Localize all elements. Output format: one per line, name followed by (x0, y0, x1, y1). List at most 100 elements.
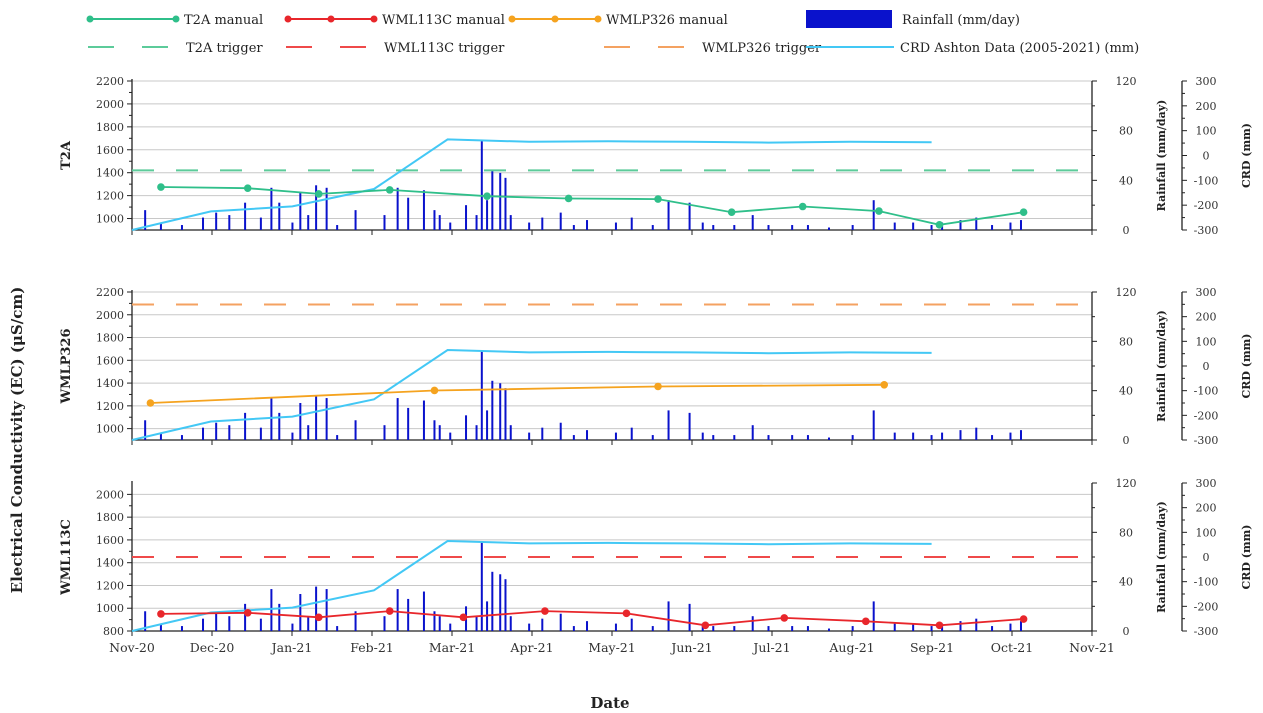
manual-series-point (314, 190, 323, 198)
rainfall-bar (438, 616, 441, 631)
x-tick-label: Aug-21 (828, 640, 874, 655)
panel-t2a: 1000120014001600180020002200T2A04080120R… (59, 75, 1253, 237)
crd-tick-label: 300 (1196, 286, 1217, 299)
rainfall-bar (244, 202, 247, 230)
rainfall-bar (630, 217, 633, 230)
rainfall-bar (630, 618, 633, 631)
rain-tick-label: 40 (1119, 576, 1133, 589)
legend: T2A manual WML113C manual WMLP326 manual Ra… (86, 10, 1139, 56)
y-axis-label: Electrical Conductivity (EC) (μS/cm) (8, 287, 26, 594)
x-tick-label: Jul-21 (751, 640, 790, 655)
rainfall-bar (475, 215, 478, 230)
rainfall-bar (975, 427, 978, 440)
rainfall-bar (630, 427, 633, 440)
legend-label: T2A trigger (186, 41, 263, 56)
rainfall-bar (1019, 430, 1022, 440)
manual-series-point (157, 183, 165, 191)
rainfall-bar (667, 200, 670, 230)
rainfall-bar (159, 623, 162, 631)
rainfall-bar (688, 202, 691, 230)
manual-series-point (622, 609, 631, 618)
rainfall-bar (270, 187, 273, 230)
rainfall-bar (325, 187, 328, 230)
rainfall-bar (491, 571, 494, 631)
rainfall-bar (438, 425, 441, 440)
rainfall-bar (278, 603, 281, 631)
rainfall-bar (307, 425, 310, 440)
x-tick-label: Dec-20 (190, 640, 235, 655)
crd-line (131, 348, 932, 441)
rainfall-bar (407, 197, 410, 230)
manual-series-point (935, 221, 944, 229)
y-tick-label: 2000 (96, 309, 124, 322)
rainfall-bar (893, 222, 896, 230)
rainfall-bar (851, 626, 854, 631)
rainfall-bar (396, 589, 399, 631)
rainfall-bar (893, 432, 896, 440)
rainfall-bar (144, 210, 147, 230)
rainfall-bar (244, 603, 247, 631)
manual-series-point (314, 613, 323, 622)
rainfall-bar (422, 591, 425, 631)
rainfall-bar (299, 192, 302, 230)
crd-tick-label: -300 (1194, 224, 1219, 237)
manual-series-point (385, 607, 394, 615)
rainfall-bar (244, 412, 247, 440)
chart-panels: 1000120014001600180020002200T2A04080120R… (59, 75, 1253, 655)
crd-tick-label: 200 (1196, 502, 1217, 515)
rainfall-bar (791, 626, 794, 631)
rainfall-bar (851, 435, 854, 440)
rainfall-bar (912, 432, 915, 440)
legend-marker (172, 15, 180, 23)
rainfall-bar (912, 222, 915, 230)
manual-series-point (385, 186, 394, 194)
crd-axis-label: CRD (mm) (1240, 123, 1253, 188)
rainfall-bar (315, 395, 318, 440)
rainfall-bar (559, 212, 562, 230)
y-tick-label: 1400 (96, 377, 124, 390)
y-tick-label: 1800 (96, 121, 124, 134)
crd-tick-label: 300 (1196, 477, 1217, 490)
rainfall-bar (383, 215, 386, 230)
legend-marker (284, 15, 292, 23)
manual-series-point (146, 399, 155, 407)
manual-series-point (1019, 208, 1028, 217)
rainfall-bar (751, 616, 754, 631)
y-tick-label: 1000 (96, 423, 124, 436)
manual-series-point (243, 608, 252, 617)
rainfall-bar (751, 425, 754, 440)
rain-tick-label: 0 (1123, 625, 1130, 638)
rainfall-bar (491, 380, 494, 440)
manual-series-point (701, 621, 710, 630)
legend-entry: T2A trigger (88, 41, 263, 56)
rainfall-bar (465, 205, 468, 230)
x-tick-label: Oct-21 (991, 640, 1033, 655)
y-tick-label: 2200 (96, 75, 124, 88)
rainfall-bar (893, 623, 896, 631)
manual-series-point (564, 194, 573, 203)
crd-tick-label: 100 (1196, 335, 1217, 348)
rainfall-bar (202, 217, 205, 230)
manual-series-point (727, 208, 736, 217)
manual-series-point (798, 202, 807, 211)
legend-entry: WMLP326 trigger (604, 41, 822, 56)
rainfall-bar (930, 626, 933, 631)
rain-tick-label: 80 (1119, 526, 1133, 539)
rainfall-bar (959, 621, 962, 631)
rainfall-bar (751, 215, 754, 230)
rainfall-bar (975, 217, 978, 230)
rainfall-bar (449, 432, 452, 440)
rainfall-bar (559, 613, 562, 631)
rainfall-bar (407, 407, 410, 440)
rainfall-bar (202, 618, 205, 631)
rainfall-bar (480, 542, 483, 631)
legend-entry: WMLP326 manual (508, 13, 728, 28)
rainfall-bar (767, 626, 770, 631)
rainfall-bar (586, 430, 589, 440)
rainfall-bar (475, 616, 478, 631)
crd-tick-label: -100 (1194, 385, 1219, 398)
crd-tick-label: -100 (1194, 576, 1219, 589)
rainfall-bar (159, 222, 162, 230)
y-tick-label: 1400 (96, 167, 124, 180)
rainfall-bar (1009, 432, 1012, 440)
